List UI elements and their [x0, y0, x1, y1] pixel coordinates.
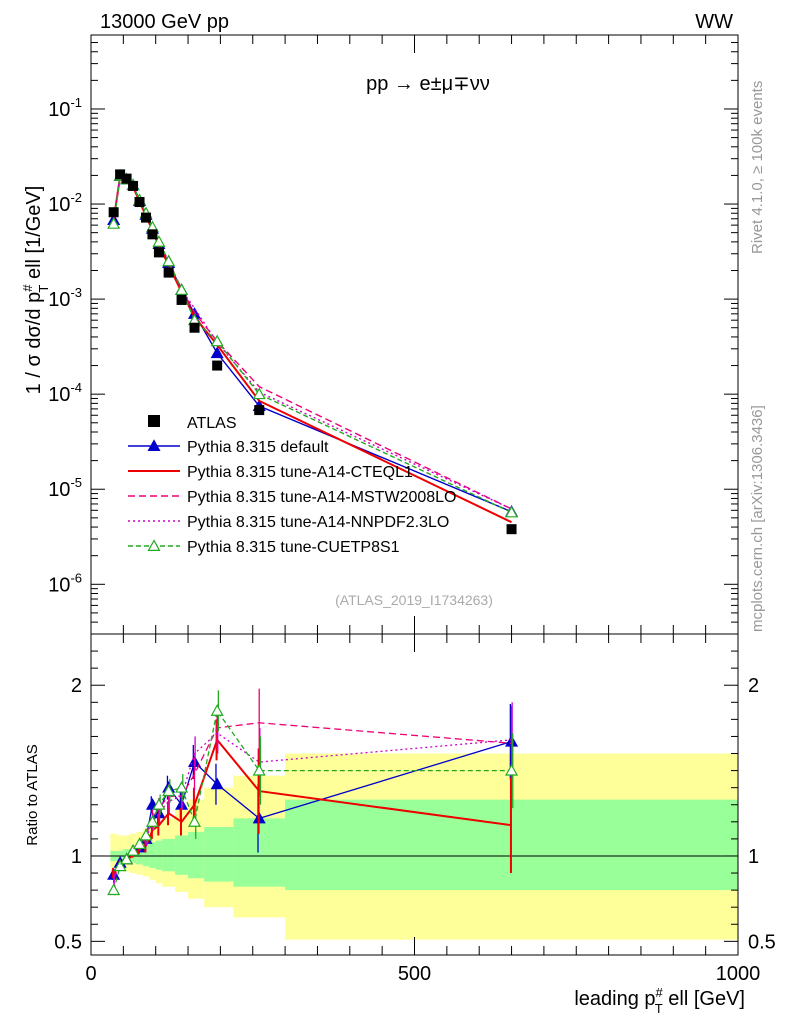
legend-label: Pythia 8.315 default — [187, 439, 329, 456]
atlas-data-point — [147, 229, 158, 240]
ratio-point — [133, 837, 147, 850]
x-axis: 0 500 1000 — [85, 35, 760, 985]
series-point — [175, 283, 189, 295]
ratio-y-tick-label: 0.5 — [54, 931, 82, 953]
series-point — [505, 505, 519, 518]
ratio-point — [188, 815, 202, 827]
legend-label: Pythia 8.315 tune-CUETP8S1 — [187, 539, 400, 556]
atlas-data-point — [163, 267, 174, 278]
header-right-title: WW — [695, 11, 733, 33]
legend-marker-atlas — [148, 415, 160, 427]
atlas-data — [108, 169, 517, 535]
analysis-tag: (ATLAS_2019_I1734263) — [335, 592, 493, 608]
ratio-point — [210, 777, 224, 790]
ratio-point — [107, 883, 121, 896]
legend-marker — [147, 439, 161, 451]
atlas-data-point — [115, 169, 126, 180]
ratio-panel-series — [107, 688, 519, 896]
ratio-point — [120, 852, 134, 865]
legend-label-atlas: ATLAS — [187, 415, 237, 432]
ratio-point — [145, 815, 159, 827]
ratio-point — [162, 784, 176, 797]
process-label: pp → e±μ∓νν — [366, 73, 490, 95]
series-line — [112, 174, 512, 514]
atlas-data-point — [153, 247, 164, 258]
legend-label: Pythia 8.315 tune-A14-MSTW2008LO — [187, 489, 456, 506]
ratio-point — [152, 798, 166, 810]
series-point — [162, 254, 176, 267]
x-tick-label: 1000 — [716, 963, 761, 985]
ratio-y-tick-label: 1 — [71, 846, 82, 868]
ratio-panel-axes: 0.5 0.5 1 1 2 2 — [54, 650, 776, 953]
ratio-y-tick-label-right: 1 — [748, 846, 759, 868]
inner-band-bin — [204, 826, 234, 882]
ratio-point — [175, 780, 189, 793]
y-tick-label: 10-6 — [48, 570, 82, 596]
inner-band-bin — [175, 835, 189, 875]
main-panel-axes: 10-6 10-5 10-4 10-3 10-2 10-1 — [48, 42, 738, 635]
inner-band-bin — [188, 832, 205, 879]
series-point — [252, 387, 266, 400]
atlas-data-point — [506, 524, 517, 535]
y-tick-label: 10-2 — [48, 190, 82, 216]
series-point — [152, 235, 166, 247]
main-panel-series — [107, 169, 519, 535]
y-tick-label: 10-5 — [48, 475, 82, 501]
atlas-data-point — [176, 294, 187, 305]
main-y-axis-title: 1 / σ dσ/d p#T ell [1/GeV] — [20, 186, 51, 395]
ratio-series-4 — [107, 690, 519, 896]
atlas-data-point — [128, 180, 139, 191]
inner-band-bin — [149, 842, 156, 868]
y-tick-label: 10-1 — [48, 95, 82, 121]
atlas-data-point — [121, 173, 132, 184]
legend-label: Pythia 8.315 tune-A14-NNPDF2.3LO — [187, 514, 449, 531]
series-line — [112, 174, 512, 510]
series-2 — [112, 174, 512, 510]
series-3 — [112, 174, 512, 510]
inner-band-bin — [155, 840, 163, 870]
x-tick-label: 500 — [398, 963, 431, 985]
atlas-data-point — [140, 212, 151, 223]
atlas-data-point — [254, 405, 265, 416]
ratio-point — [252, 763, 266, 776]
atlas-data-point — [189, 322, 200, 333]
series-point — [210, 334, 224, 347]
rivet-version-label: Rivet 4.1.0, ≥ 100k events — [749, 81, 766, 254]
ratio-y-tick-label: 2 — [71, 675, 82, 697]
ratio-y-tick-label-right: 0.5 — [748, 931, 776, 953]
ratio-point — [139, 828, 153, 841]
atlas-data-point — [134, 197, 145, 208]
y-tick-label: 10-4 — [48, 380, 82, 406]
legend-marker — [147, 539, 161, 552]
y-tick-label: 10-3 — [48, 285, 82, 311]
ratio-point — [126, 844, 140, 856]
ratio-point — [113, 859, 127, 872]
legend-label: Pythia 8.315 tune-A14-CTEQL1 — [187, 464, 413, 481]
series-line — [112, 174, 512, 510]
inner-band-bin — [162, 838, 176, 872]
ratio-point — [210, 704, 224, 716]
header-left-title: 13000 GeV pp — [100, 11, 229, 33]
series-line — [112, 174, 512, 513]
inner-band-bin — [136, 845, 143, 865]
inner-band-bin — [142, 844, 150, 867]
mcplots-label: mcplots.cern.ch [arXiv:1306.3436] — [749, 405, 766, 632]
x-axis-title: leading p# T ell [GeV] — [574, 985, 745, 1016]
series-point — [210, 346, 224, 359]
atlas-data-point — [212, 360, 223, 371]
ratio-y-tick-label-right: 2 — [748, 675, 759, 697]
atlas-data-point — [108, 207, 119, 218]
ratio-y-axis-title: Ratio to ATLAS — [24, 744, 41, 845]
x-tick-label: 0 — [85, 963, 96, 985]
ratio-point — [505, 763, 519, 776]
series-point — [107, 217, 121, 229]
legend: ATLAS Pythia 8.315 default Pythia 8.315 tu… — [128, 415, 456, 556]
